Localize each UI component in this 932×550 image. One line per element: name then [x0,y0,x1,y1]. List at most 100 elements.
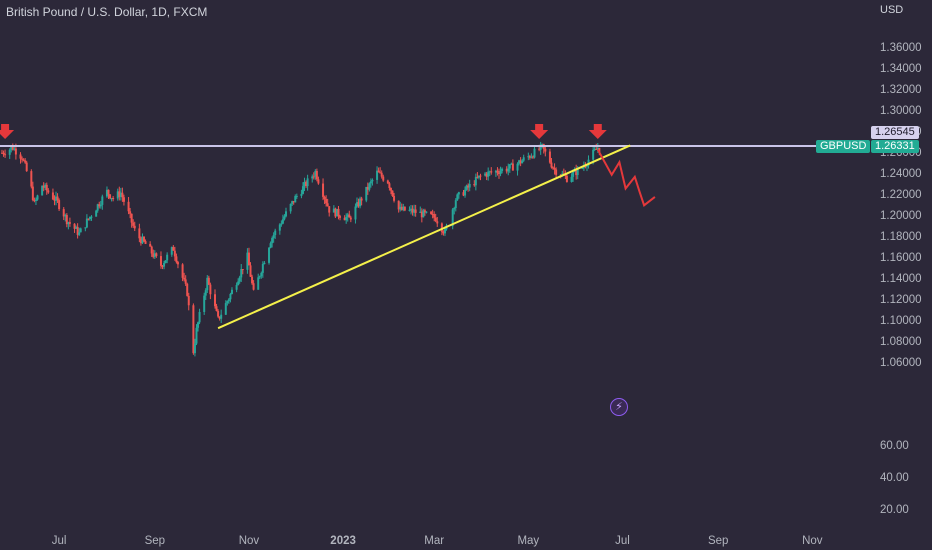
candle-body [402,206,405,210]
candle-body [143,236,145,242]
candle-body [122,197,125,202]
candle-body [149,243,152,247]
candle-body [334,208,337,217]
candle-body [311,176,314,179]
candle-body [431,214,434,216]
candle-body [368,183,371,190]
candle-body [510,163,513,165]
price-axis[interactable]: 1.360001.340001.320001.300001.280001.260… [880,42,922,516]
symbol-badge: GBPUSD [816,140,871,153]
candle-body [410,208,413,210]
candle-body [476,176,479,178]
price-tick-label: 1.32000 [880,84,922,96]
candle-body [576,167,579,176]
candle-body [519,160,522,164]
candle-body [218,316,221,319]
candle-body [22,159,25,161]
trend-line [217,144,631,330]
candle-body [593,148,596,150]
candle-body [78,232,81,235]
candle-body [587,159,590,166]
candle-body [305,181,308,187]
candle-body [592,149,595,160]
candle-body [195,327,198,344]
candle-body [487,171,490,177]
currency-label: USD [880,4,904,16]
candle-body [490,171,493,173]
candle-body [388,183,391,188]
candle-body [505,168,508,172]
candle-body [119,192,122,197]
candle-body [393,196,396,201]
candle-body [420,211,423,218]
time-axis[interactable]: Jul Sep Nov 2023 Mar May Jul Sep Nov [52,535,823,547]
candle-body [527,156,530,158]
candle-body [75,226,78,229]
candle-body [553,168,556,170]
candle-body [138,228,141,239]
candle-body [235,285,238,290]
candle-body [99,204,102,207]
candle-body [11,146,14,150]
candle-body [172,247,175,251]
candle-body [152,253,155,257]
candle-body [252,283,255,290]
price-tick-label: 1.24000 [880,168,922,180]
candle-body [227,299,230,302]
candle-body [272,235,275,239]
candle-body [30,171,33,187]
candle-body [53,199,56,201]
candle-body [62,209,65,217]
candle-body [241,269,244,271]
candle-body [323,196,326,200]
candle-body [357,202,360,207]
lightning-icon[interactable]: ⚡ [610,398,628,416]
candle-body [499,171,502,174]
price-tick-label: 1.14000 [880,273,922,285]
candle-body [268,247,271,263]
candle-body [85,218,88,228]
candle-body [144,241,147,244]
candle-body [24,160,27,163]
candle-body [207,277,210,285]
candle-body [345,216,348,221]
candle-body [2,152,5,155]
candle-body [518,160,521,164]
candle-body [41,185,44,196]
candle-body [291,201,294,204]
candle-body [203,295,206,312]
candle-body [337,208,340,217]
price-tick-label: 1.18000 [880,231,922,243]
candle-body [530,156,533,158]
candle-body [79,228,82,233]
candle-body [155,253,158,257]
candle-body [47,190,50,193]
candle-body [73,223,76,229]
time-tick-label: Jul [615,535,630,547]
candle-body [531,156,534,158]
candle-body [204,290,207,296]
candle-body [257,277,260,290]
candle-body [260,272,263,277]
candle-body [544,148,547,152]
candle-body [132,222,135,226]
candle-body [118,191,121,197]
candle-body [230,289,233,294]
candle-body [14,148,17,155]
arrow-down-icon [588,124,607,140]
candle-body [575,169,578,176]
candle-body [411,208,414,213]
candle-body [150,246,153,254]
candle-body [595,148,598,150]
candle-body [258,276,261,278]
candle-body [184,279,187,284]
candle-body [377,170,380,173]
candle-body [95,210,98,217]
candle-body [422,210,425,218]
candle-body [501,168,504,172]
candle-body [346,214,349,217]
candle-body [229,293,232,300]
candlestick-series [1,141,601,357]
candle-body [246,252,249,270]
